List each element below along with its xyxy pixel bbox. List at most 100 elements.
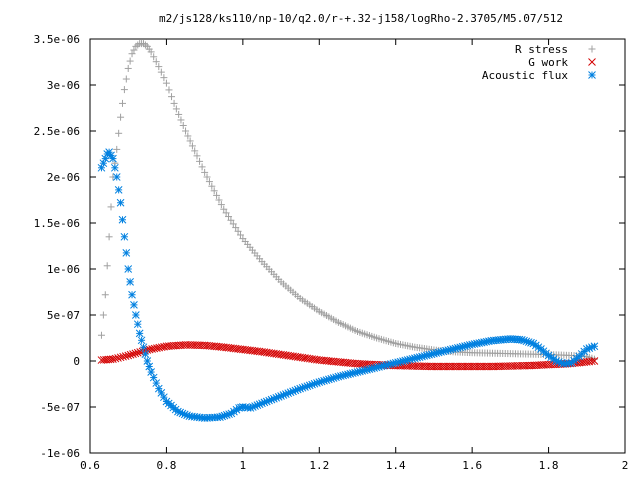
y-tick-label: -1e-06 bbox=[40, 447, 80, 460]
data-point bbox=[115, 129, 123, 137]
data-point bbox=[121, 352, 130, 360]
data-point bbox=[129, 350, 137, 358]
data-point bbox=[126, 57, 134, 65]
data-point bbox=[152, 58, 160, 66]
data-point bbox=[590, 357, 599, 365]
data-point bbox=[124, 64, 132, 72]
data-point bbox=[232, 224, 240, 232]
data-point bbox=[110, 163, 119, 172]
data-point bbox=[150, 53, 158, 61]
data-point bbox=[120, 86, 128, 94]
data-point bbox=[128, 50, 136, 58]
data-point bbox=[155, 343, 164, 352]
data-point bbox=[157, 343, 166, 352]
legend-label: G work bbox=[528, 56, 568, 69]
data-point bbox=[147, 48, 155, 56]
legend-marker bbox=[588, 58, 596, 66]
data-point bbox=[172, 105, 180, 113]
x-tick-label: 0.8 bbox=[156, 459, 176, 472]
data-point bbox=[153, 344, 161, 352]
data-point bbox=[120, 232, 129, 241]
data-point bbox=[107, 203, 115, 211]
data-point bbox=[134, 41, 142, 49]
data-point bbox=[191, 147, 199, 155]
data-point bbox=[225, 213, 233, 221]
axis-ticks: -1e-06 -5e-07 0 5e-07 1e-06 1.5e-06 2e-06 2.5e-… bbox=[34, 33, 629, 472]
data-point bbox=[118, 99, 126, 107]
x-tick-label: 2 bbox=[622, 459, 629, 472]
legend-label: Acoustic flux bbox=[482, 69, 568, 82]
x-tick-label: 1.4 bbox=[386, 459, 406, 472]
data-point bbox=[170, 99, 178, 107]
data-series bbox=[97, 40, 599, 422]
data-point bbox=[198, 163, 206, 171]
data-point bbox=[99, 311, 107, 319]
data-point bbox=[119, 352, 127, 361]
data-point bbox=[112, 173, 121, 181]
series-r-stress bbox=[97, 40, 598, 363]
data-point bbox=[165, 86, 173, 94]
data-point bbox=[590, 342, 599, 351]
data-point bbox=[201, 168, 209, 176]
data-point bbox=[182, 127, 190, 135]
data-point bbox=[118, 215, 127, 224]
data-point bbox=[203, 173, 211, 181]
y-tick-label: 1e-06 bbox=[47, 263, 80, 276]
data-point bbox=[124, 265, 133, 273]
data-point bbox=[150, 344, 159, 353]
data-point bbox=[122, 75, 130, 83]
data-point bbox=[132, 311, 140, 319]
x-tick-label: 1.8 bbox=[539, 459, 559, 472]
legend-label: R stress bbox=[515, 43, 568, 56]
data-point bbox=[186, 137, 194, 145]
data-point bbox=[227, 216, 235, 224]
data-point bbox=[588, 357, 596, 366]
data-point bbox=[114, 186, 123, 194]
data-point bbox=[155, 63, 163, 71]
data-point bbox=[196, 157, 204, 165]
data-point bbox=[128, 290, 136, 299]
data-point bbox=[188, 142, 196, 150]
data-point bbox=[109, 355, 117, 364]
data-point bbox=[137, 336, 146, 345]
y-tick-label: 2.5e-06 bbox=[34, 125, 80, 138]
data-point bbox=[117, 113, 125, 121]
data-point bbox=[103, 262, 111, 270]
data-point bbox=[213, 191, 221, 199]
data-point bbox=[208, 182, 216, 190]
chart-title: m2/js128/ks110/np-10/q2.0/r-+.32-j158/lo… bbox=[159, 12, 563, 25]
data-point bbox=[175, 110, 183, 118]
data-point bbox=[113, 145, 121, 153]
data-point bbox=[148, 345, 156, 353]
data-point bbox=[135, 329, 144, 338]
data-point bbox=[143, 357, 152, 365]
data-point bbox=[105, 233, 113, 241]
data-point bbox=[130, 46, 138, 54]
data-point bbox=[234, 227, 242, 235]
data-point bbox=[141, 41, 149, 49]
x-tick-label: 1.2 bbox=[309, 459, 329, 472]
y-tick-label: 2e-06 bbox=[47, 171, 80, 184]
data-point bbox=[130, 301, 138, 309]
data-point bbox=[131, 349, 140, 358]
plot-frame bbox=[89, 38, 626, 454]
x-tick-label: 1.6 bbox=[462, 459, 482, 472]
data-point bbox=[157, 68, 165, 76]
data-point bbox=[111, 354, 120, 363]
data-point bbox=[179, 121, 187, 129]
data-point bbox=[205, 178, 213, 186]
data-point bbox=[122, 249, 131, 257]
x-tick-label: 0.6 bbox=[80, 459, 100, 472]
data-point bbox=[222, 209, 230, 217]
legend-marker bbox=[588, 71, 596, 79]
y-tick-label: 0 bbox=[73, 355, 80, 368]
series-acoustic-flux bbox=[97, 148, 599, 422]
data-point bbox=[215, 196, 223, 204]
y-tick-label: 5e-07 bbox=[47, 309, 80, 322]
data-point bbox=[114, 354, 122, 362]
data-point bbox=[124, 351, 133, 360]
data-point bbox=[193, 152, 201, 160]
y-tick-label: 3e-06 bbox=[47, 79, 80, 92]
